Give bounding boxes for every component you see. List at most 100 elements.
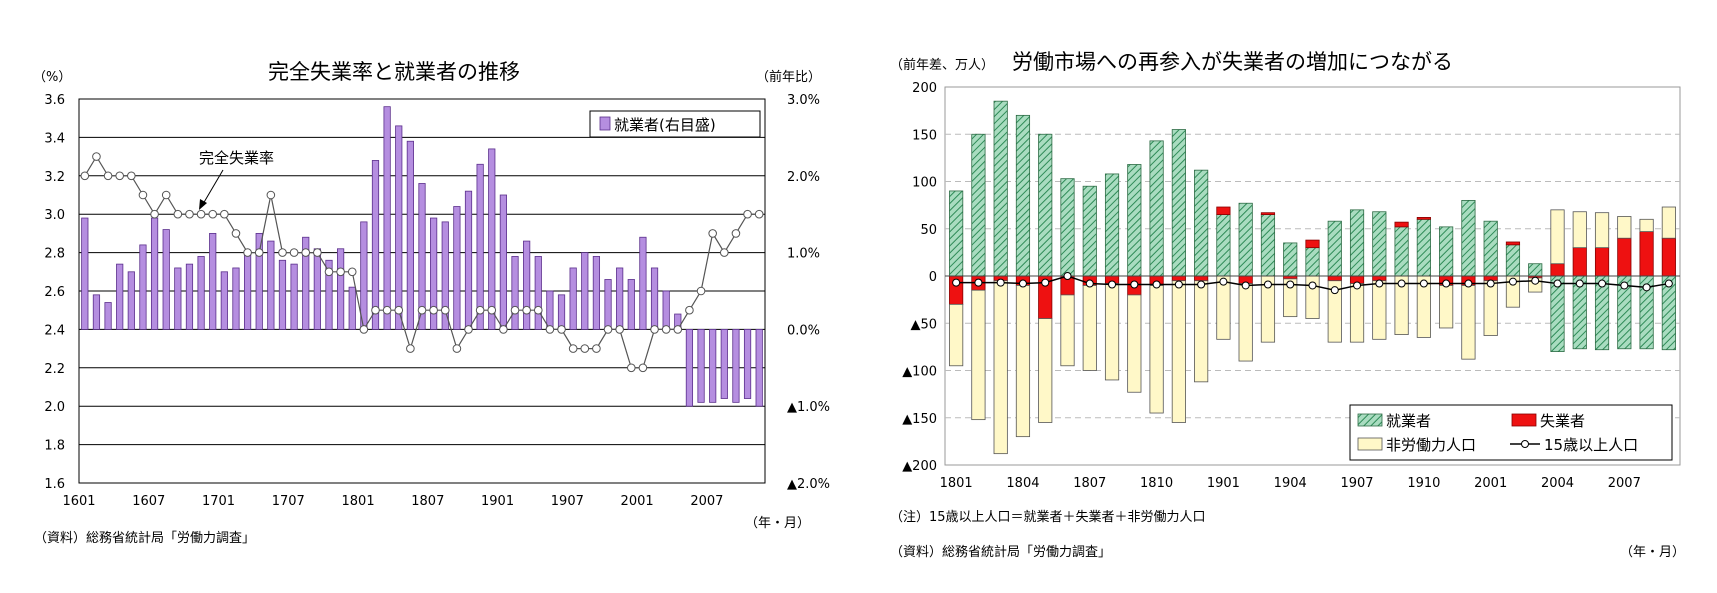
x-tick-label: 1801 [940, 476, 973, 491]
legend-label-employment: 就業者(右目盛) [614, 116, 716, 134]
employment-bar [511, 256, 519, 330]
y-left-tick-label: 3.4 [44, 131, 65, 146]
employment-bar [650, 267, 659, 330]
unemployment-rate-point [150, 209, 159, 219]
population-15plus-point [952, 278, 961, 287]
employed-bar [1216, 214, 1231, 277]
population-15plus-point [1263, 280, 1272, 289]
not-in-labor-force-bar [1461, 285, 1476, 360]
employed-bar [1394, 226, 1409, 277]
population-15plus-point [1063, 272, 1072, 280]
y-tick-label: 0 [929, 270, 937, 285]
not-in-labor-force-bar [1082, 285, 1097, 371]
employment-bar [255, 232, 263, 330]
employment-bar [220, 271, 228, 330]
unemployment-rate-point [580, 344, 590, 353]
unemployment-rate-point [80, 171, 90, 181]
y-tick-label: ▲150 [902, 412, 937, 427]
employed-bar [971, 133, 986, 277]
y-left-tick-label: 2.2 [44, 362, 65, 377]
employment-bar [81, 217, 89, 330]
employment-bar [92, 294, 101, 330]
left-source-note: （資料）総務省統計局「労働力調査」 [34, 531, 256, 546]
employment-bar [302, 236, 310, 330]
population-15plus-point [1241, 281, 1250, 290]
unemployment-rate-point [278, 248, 287, 257]
not-in-labor-force-bar [1439, 285, 1454, 329]
employed-bar [1082, 185, 1097, 277]
y-left-tick-label: 1.6 [44, 477, 65, 492]
unemployment-rate-point [754, 209, 764, 219]
not-in-labor-force-bar [1038, 318, 1053, 423]
y-right-tick-label: 0.0% [787, 323, 820, 338]
population-15plus-point [1620, 281, 1629, 290]
y-right-tick-label: 3.0% [787, 93, 820, 108]
population-15plus-point [1041, 278, 1050, 287]
unemployed-bar [1505, 241, 1521, 246]
population-15plus-point [1553, 279, 1562, 288]
unemployment-rate-point [696, 286, 706, 296]
x-tick-label: 1607 [132, 494, 165, 509]
x-tick-label: 1904 [1274, 476, 1307, 491]
employment-bar [232, 267, 240, 330]
unemployed-bar [1394, 221, 1409, 228]
legend-swatch-not-in-labor-force [1357, 437, 1383, 451]
employment-bar [592, 256, 601, 330]
employment-bar [441, 221, 449, 330]
population-15plus-point [1508, 277, 1517, 286]
unemployed-bar [1171, 275, 1186, 282]
population-15plus-point [974, 278, 983, 287]
annotation-unemployment-rate: 完全失業率 [199, 149, 274, 167]
unemployment-rate-point [743, 209, 752, 219]
not-in-labor-force-bar [949, 303, 964, 367]
employment-bar [743, 328, 752, 399]
employment-bar [616, 267, 624, 330]
y-tick-label: 50 [920, 223, 937, 238]
legend-box [1349, 404, 1673, 461]
unemployment-rate-point [173, 209, 183, 219]
employment-bar [267, 240, 275, 330]
employment-bar [209, 232, 217, 330]
unemployed-bar [1550, 263, 1565, 277]
not-in-labor-force-bar [1327, 280, 1342, 343]
unemployment-rate-point [545, 325, 555, 334]
population-15plus-point [1152, 280, 1161, 289]
legend-marker-population [1521, 440, 1529, 448]
unemployment-rate-point [615, 325, 624, 334]
unemployment-rate-point [138, 190, 148, 200]
employment-bar [639, 236, 647, 330]
not-in-labor-force-bar [1550, 209, 1565, 265]
employment-bar [604, 279, 612, 330]
unemployment-rate-point [464, 325, 473, 334]
y-left-tick-label: 2.0 [44, 400, 65, 415]
unemployment-rate-point [452, 344, 462, 353]
employed-bar [1104, 173, 1120, 277]
employment-bar [418, 183, 426, 330]
population-15plus-point [1575, 279, 1584, 288]
employment-bar [569, 267, 577, 330]
employment-bar [709, 328, 717, 403]
not-in-labor-force-bar [1104, 283, 1120, 381]
population-15plus-point [1531, 276, 1540, 285]
right-chart-title: 労働市場への再参入が失業者の増加につながる [1012, 50, 1453, 74]
employed-bar [1439, 226, 1454, 277]
employment-bar [546, 290, 554, 330]
employment-bar [383, 106, 391, 330]
unemployment-rate-point [440, 305, 450, 315]
employment-bar [732, 328, 740, 403]
population-15plus-point [1442, 279, 1451, 288]
unemployment-rate-point [92, 152, 101, 161]
right-source-note: （資料）総務省統計局「労働力調査」 [890, 545, 1112, 560]
unemployment-rate-point [336, 267, 345, 277]
employed-bar [1372, 211, 1387, 277]
unemployment-rate-point [685, 305, 694, 315]
y-left-tick-label: 3.6 [44, 93, 65, 108]
employment-bar [348, 286, 356, 330]
x-tick-label: 1807 [411, 494, 444, 509]
employed-bar [1349, 209, 1365, 277]
unemployment-rate-point [673, 325, 683, 334]
not-in-labor-force-bar [1372, 280, 1387, 340]
employment-bar [116, 263, 124, 330]
